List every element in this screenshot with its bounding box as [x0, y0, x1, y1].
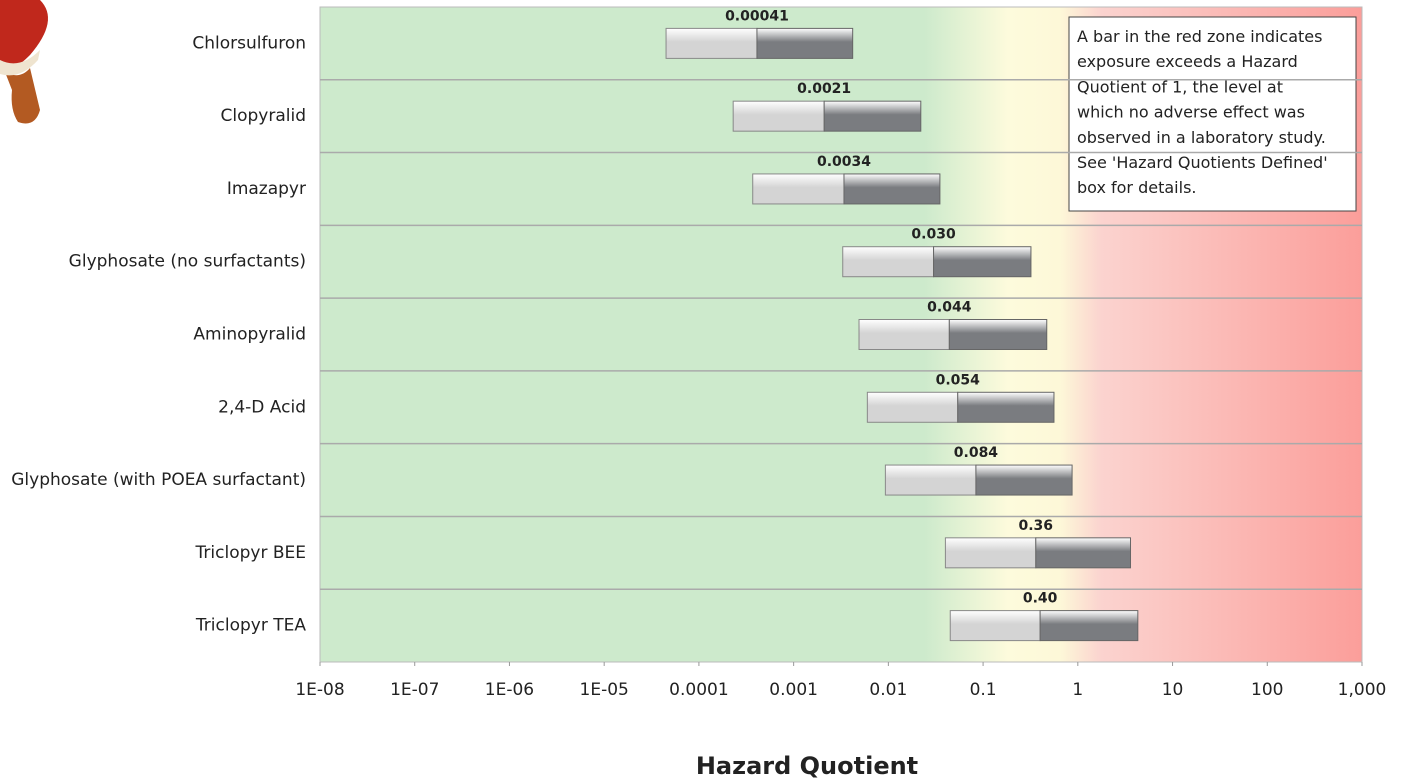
value-label: 0.40	[1023, 591, 1058, 607]
value-label: 0.36	[1019, 518, 1054, 534]
y-tick-label: 2,4-D Acid	[218, 397, 306, 417]
bar-high	[957, 391, 1055, 423]
x-tick-label: 1E-08	[295, 680, 344, 700]
bar-low	[732, 100, 825, 132]
value-label: 0.030	[911, 227, 956, 243]
bar-high	[948, 319, 1048, 350]
value-label: 0.044	[927, 300, 972, 316]
x-tick-label: 0.01	[869, 680, 907, 700]
x-tick-label: 1E-07	[390, 680, 439, 700]
value-label: 0.084	[954, 445, 999, 461]
bar-low	[884, 464, 977, 496]
y-tick-label: Glyphosate (with POEA surfactant)	[11, 470, 306, 490]
x-tick-label: 1E-05	[580, 680, 629, 700]
value-label: 0.0021	[797, 81, 851, 97]
x-tick-label: 0.1	[970, 680, 997, 700]
bar-high	[756, 27, 854, 59]
bar-low	[842, 246, 935, 278]
annotation-line: A bar in the red zone indicates	[1077, 27, 1322, 46]
annotation-line: which no adverse effect was	[1077, 103, 1305, 122]
annotation-line: See 'Hazard Quotients Defined'	[1077, 153, 1328, 172]
annotation-line: Quotient of 1, the level at	[1077, 77, 1283, 96]
x-tick-label: 0.0001	[669, 680, 728, 700]
bar-low	[665, 27, 758, 59]
x-tick-label: 100	[1251, 680, 1283, 700]
y-tick-label: Glyphosate (no surfactants)	[69, 252, 306, 272]
x-tick-label: 10	[1162, 680, 1184, 700]
y-tick-label: Chlorsulfuron	[192, 33, 306, 53]
bar-high	[843, 173, 941, 205]
annotation-line: observed in a laboratory study.	[1077, 128, 1326, 147]
bar-low	[752, 173, 845, 205]
y-tick-label: Triclopyr TEA	[195, 616, 306, 636]
bar-high	[823, 100, 922, 132]
bar-low	[858, 319, 950, 350]
y-tick-label: Imazapyr	[227, 179, 306, 199]
y-tick-label: Triclopyr BEE	[195, 543, 306, 563]
x-tick-label: 1	[1072, 680, 1083, 700]
bar-high	[975, 464, 1073, 496]
bar-low	[949, 610, 1041, 642]
x-tick-label: 0.001	[769, 680, 818, 700]
mascot	[0, 0, 48, 124]
x-axis-title: Hazard Quotient	[696, 752, 918, 780]
x-tick-label: 1E-06	[485, 680, 534, 700]
x-tick-label: 1,000	[1338, 680, 1387, 700]
bar-high	[933, 246, 1032, 278]
bar-low	[944, 537, 1037, 569]
value-label: 0.0034	[817, 154, 871, 170]
bar-low	[866, 391, 959, 423]
annotation-box: A bar in the red zone indicates exposure …	[1068, 16, 1357, 212]
y-tick-label: Clopyralid	[221, 106, 307, 126]
bar-high	[1035, 537, 1132, 569]
annotation-frame	[1068, 16, 1357, 212]
annotation-line: box for details.	[1077, 178, 1196, 197]
value-label: 0.00041	[725, 8, 789, 24]
value-label: 0.054	[936, 372, 981, 388]
bar-high	[1039, 610, 1139, 642]
y-tick-label: Aminopyralid	[193, 325, 306, 345]
annotation-line: exposure exceeds a Hazard	[1077, 52, 1298, 71]
